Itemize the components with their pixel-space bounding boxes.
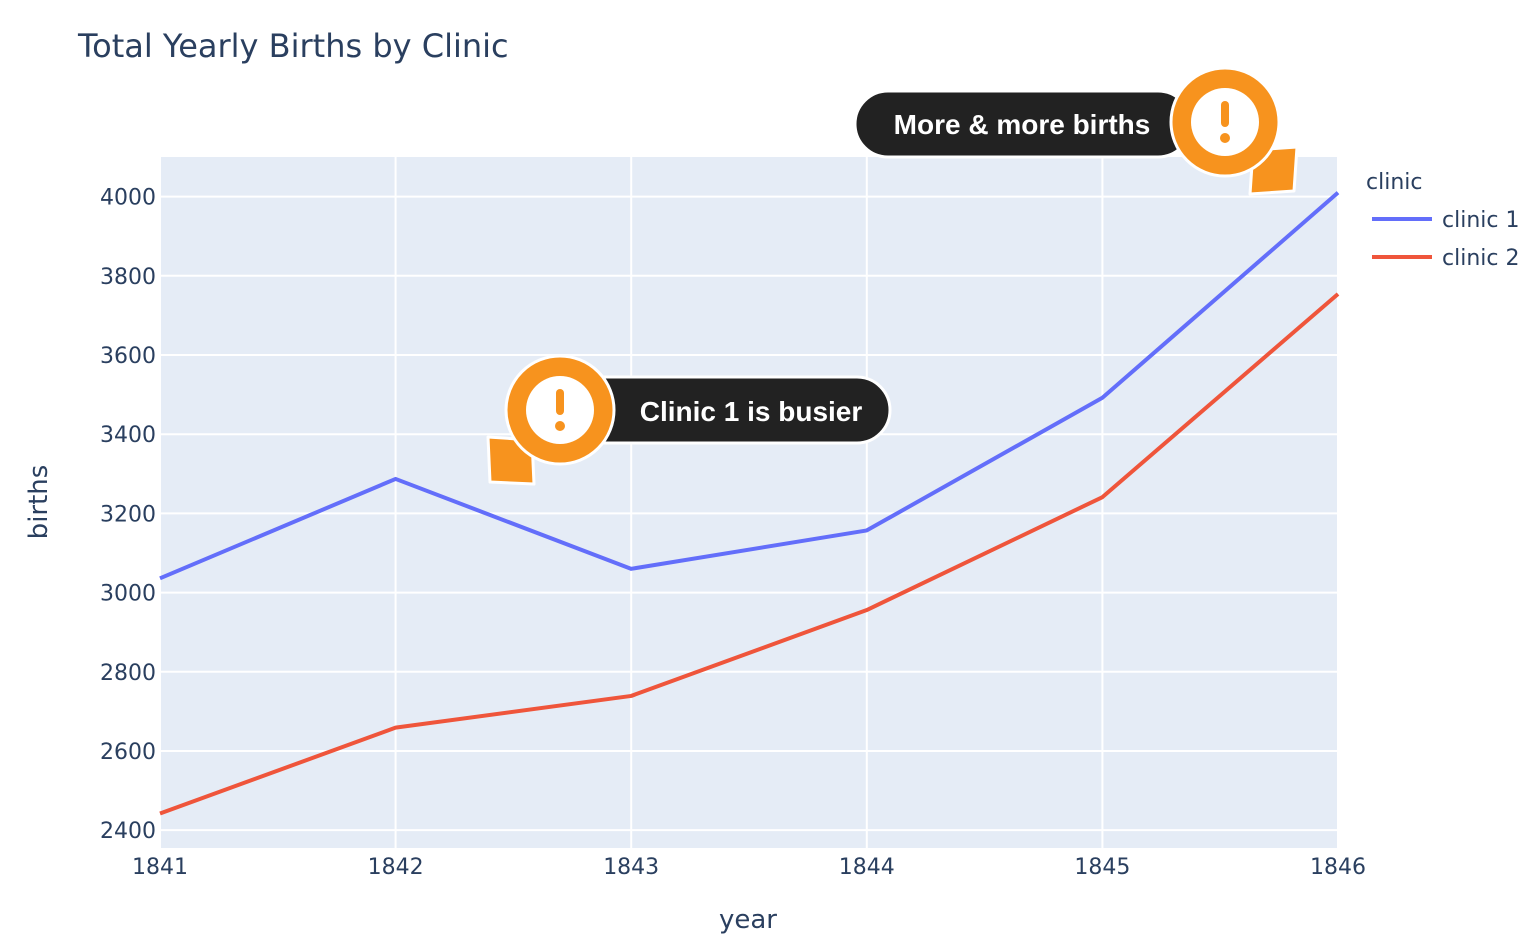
legend[interactable]: clinic clinic 1 clinic 2: [1366, 170, 1519, 271]
series-lines: [157, 190, 1341, 817]
callout-clinic-1-busier: Clinic 1 is busier: [486, 354, 892, 486]
x-tick-label: 1845: [1074, 855, 1130, 880]
data-point[interactable]: [1335, 190, 1341, 196]
grid-lines: [159, 157, 1339, 848]
data-point[interactable]: [1099, 395, 1105, 401]
y-tick-label: 2600: [100, 740, 156, 765]
plot-area: [160, 157, 1338, 848]
exclamation-icon: [1169, 66, 1299, 196]
y-tick-label: 3800: [100, 265, 156, 290]
callout-text: Clinic 1 is busier: [640, 396, 863, 427]
legend-item-clinic-1[interactable]: clinic 1: [1372, 208, 1519, 233]
series-line-clinic-1[interactable]: [159, 191, 1340, 581]
data-point[interactable]: [628, 693, 634, 699]
chart-title: Total Yearly Births by Clinic: [77, 27, 509, 65]
series-line-clinic-2[interactable]: [159, 292, 1340, 816]
data-point[interactable]: [393, 725, 399, 731]
data-point[interactable]: [864, 607, 870, 613]
y-tick-label: 2800: [100, 661, 156, 686]
legend-title: clinic: [1366, 170, 1422, 195]
y-tick-label: 4000: [100, 186, 156, 211]
callout-text: More & more births: [894, 109, 1151, 140]
y-tick-label: 2400: [100, 819, 156, 844]
y-axis-title: births: [24, 465, 54, 540]
data-point[interactable]: [628, 566, 634, 572]
legend-label-clinic-1: clinic 1: [1442, 208, 1519, 233]
data-point[interactable]: [393, 476, 399, 482]
data-point[interactable]: [1335, 291, 1341, 297]
data-point[interactable]: [864, 527, 870, 533]
y-tick-label: 3200: [100, 502, 156, 527]
legend-label-clinic-2: clinic 2: [1442, 246, 1519, 271]
data-point[interactable]: [1099, 494, 1105, 500]
x-axis-ticks: 1841 1842 1843 1844 1845 1846: [132, 855, 1366, 880]
legend-item-clinic-2[interactable]: clinic 2: [1372, 246, 1519, 271]
data-point[interactable]: [157, 811, 163, 817]
x-tick-label: 1846: [1310, 855, 1366, 880]
x-tick-label: 1841: [132, 855, 188, 880]
data-point[interactable]: [157, 575, 163, 581]
exclamation-icon: [486, 354, 616, 486]
y-tick-label: 3400: [100, 423, 156, 448]
x-tick-label: 1843: [603, 855, 659, 880]
x-axis-title: year: [719, 905, 777, 935]
y-axis-ticks: 2400 2600 2800 3000 3200 3400 3600 3800 4000: [100, 186, 156, 845]
x-tick-label: 1844: [839, 855, 895, 880]
y-tick-label: 3600: [100, 344, 156, 369]
callout-more-births: More & more births: [853, 66, 1299, 196]
y-tick-label: 3000: [100, 582, 156, 607]
x-tick-label: 1842: [368, 855, 424, 880]
